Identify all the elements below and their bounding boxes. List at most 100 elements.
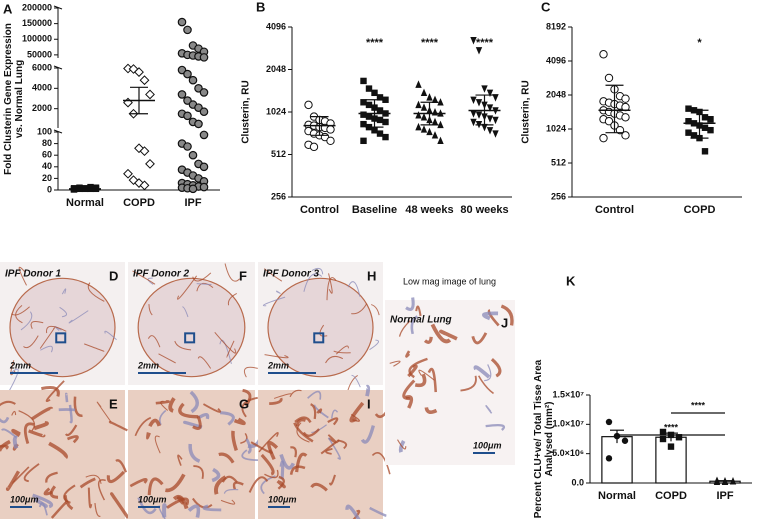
point — [140, 76, 148, 84]
point — [360, 111, 366, 117]
point — [432, 118, 438, 125]
scale-label: 100μm — [268, 494, 296, 504]
point — [415, 80, 421, 87]
x-tick-label: COPD — [123, 197, 155, 209]
point — [470, 110, 476, 117]
y-tick-label: 2000 — [32, 103, 52, 113]
point — [189, 185, 196, 192]
point — [146, 90, 154, 98]
y-tick-label: 512 — [271, 149, 286, 159]
panel-letter: D — [109, 268, 118, 283]
image-panel: I 100μm — [250, 387, 391, 519]
point — [415, 123, 421, 130]
point — [702, 114, 708, 120]
image-panel: G 100μm — [128, 390, 263, 519]
significance-label: **** — [476, 37, 494, 49]
y-tick-label: 5.0×10⁶ — [552, 448, 584, 458]
x-tick-label: COPD — [655, 490, 687, 502]
x-tick-label: IPF — [184, 197, 201, 209]
scale-label: 100μm — [138, 494, 166, 504]
x-tick-label: IPF — [716, 490, 733, 502]
point — [421, 89, 427, 96]
x-tick-label: 80 weeks — [460, 204, 508, 216]
point — [600, 51, 607, 58]
point — [470, 97, 476, 104]
y-tick-label: 1024 — [546, 123, 566, 133]
point — [614, 433, 620, 439]
point — [492, 130, 498, 137]
point — [371, 127, 377, 133]
point — [622, 114, 629, 121]
panel-letter: C — [541, 0, 551, 14]
point — [195, 120, 202, 127]
stain — [235, 419, 245, 423]
point — [492, 117, 498, 124]
point — [660, 436, 666, 442]
point — [189, 77, 196, 84]
y-tick-label: 100 — [37, 126, 52, 136]
point — [606, 419, 612, 425]
point — [360, 138, 366, 144]
y-tick-label: 256 — [551, 191, 566, 201]
point — [200, 131, 207, 138]
point — [184, 143, 191, 150]
point — [189, 152, 196, 159]
point — [310, 143, 317, 150]
point — [487, 90, 493, 97]
point — [184, 112, 191, 119]
panel-letter: B — [256, 0, 265, 14]
point — [146, 160, 154, 168]
panel-letter: G — [239, 396, 249, 411]
point — [437, 137, 443, 144]
x-tick-label: Normal — [66, 197, 104, 209]
point — [707, 127, 713, 133]
point — [432, 108, 438, 115]
panel-letter: A — [3, 1, 13, 16]
panel-letter: J — [501, 315, 508, 330]
point — [200, 163, 207, 170]
point — [606, 455, 612, 461]
y-tick-label: 50000 — [27, 49, 52, 59]
panel-letter: K — [566, 273, 576, 288]
point — [200, 54, 207, 61]
point — [327, 137, 334, 144]
y-tick-label: 60 — [42, 150, 52, 160]
point — [305, 101, 312, 108]
significance-label: * — [697, 37, 702, 49]
point — [178, 91, 185, 98]
y-tick-label: 20 — [42, 173, 52, 183]
point — [360, 78, 366, 84]
y-axis-label: Percent CLU+ve/ Total Tisse Area — [533, 359, 544, 518]
point — [685, 129, 691, 135]
scale-label: 2mm — [137, 360, 159, 370]
x-tick-label: 48 weeks — [405, 204, 453, 216]
y-tick-label: 80 — [42, 138, 52, 148]
panel-letter: I — [367, 396, 371, 411]
point — [476, 99, 482, 106]
point — [668, 443, 674, 449]
point — [377, 117, 383, 123]
point — [360, 121, 366, 127]
significance-label: **** — [366, 37, 384, 49]
y-tick-label: 200000 — [22, 2, 52, 12]
scale-label: 2mm — [9, 360, 31, 370]
significance-label: **** — [691, 400, 706, 410]
point — [371, 90, 377, 96]
point — [415, 111, 421, 118]
point — [124, 98, 132, 106]
point — [481, 85, 487, 92]
significance-label: **** — [421, 37, 439, 49]
point — [200, 108, 207, 115]
y-axis-label: Analysed (mm²) — [544, 401, 555, 476]
point — [685, 105, 691, 111]
point — [702, 148, 708, 154]
point — [421, 125, 427, 132]
panel-letter: F — [239, 268, 247, 283]
x-tick-label: Control — [595, 204, 634, 216]
panel-letter: H — [367, 268, 376, 283]
